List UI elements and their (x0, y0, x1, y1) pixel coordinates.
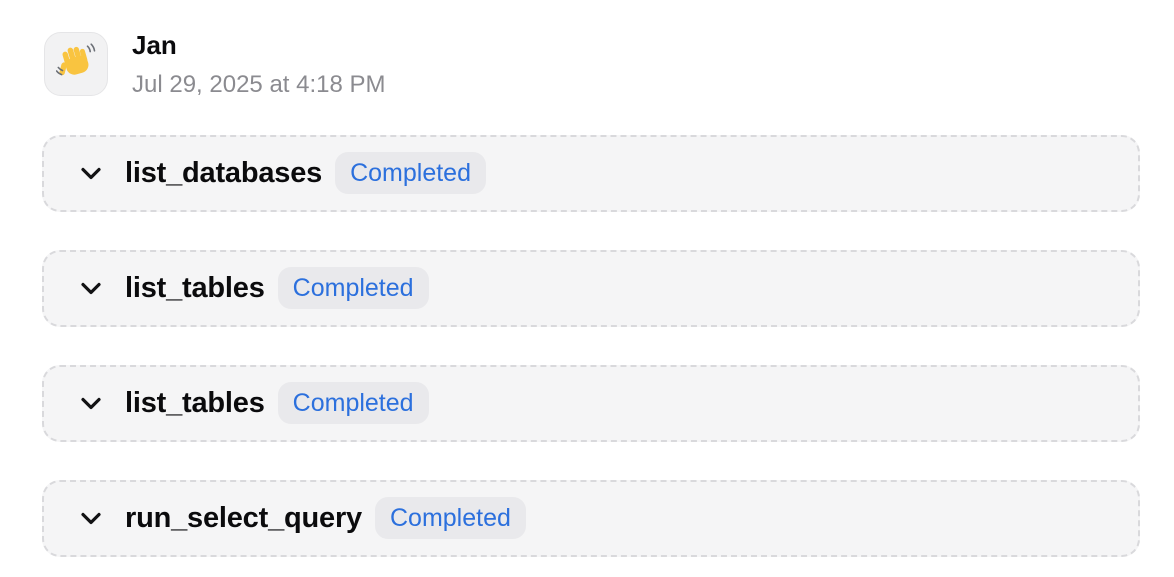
waving-hand-icon (55, 42, 96, 87)
tool-name: list_databases (125, 156, 323, 189)
tool-name: list_tables (125, 271, 265, 304)
chevron-down-icon[interactable] (80, 396, 102, 411)
chevron-down-icon[interactable] (80, 166, 102, 181)
tool-call-card[interactable]: list_tables Completed (42, 364, 1140, 442)
chevron-down-icon[interactable] (80, 281, 102, 296)
status-badge: Completed (335, 152, 486, 195)
sender-name: Jan (132, 30, 177, 60)
tool-call-list: list_databases Completed list_tables Com… (42, 134, 1140, 557)
avatar (44, 32, 108, 97)
status-badge: Completed (277, 267, 429, 310)
status-badge: Completed (277, 382, 429, 425)
tool-call-card[interactable]: list_tables Completed (42, 249, 1140, 327)
tool-call-card[interactable]: list_databases Completed (42, 134, 1140, 212)
message-timestamp: Jul 29, 2025 at 4:18 PM (132, 70, 386, 98)
tool-name: list_tables (125, 386, 265, 419)
message-header: Jan Jul 29, 2025 at 4:18 PM (44, 31, 1139, 98)
tool-call-card[interactable]: run_select_query Completed (42, 479, 1140, 557)
chevron-down-icon[interactable] (80, 511, 102, 526)
tool-name: run_select_query (125, 501, 362, 534)
sender-block: Jan Jul 29, 2025 at 4:18 PM (132, 31, 386, 98)
status-badge: Completed (374, 497, 526, 540)
